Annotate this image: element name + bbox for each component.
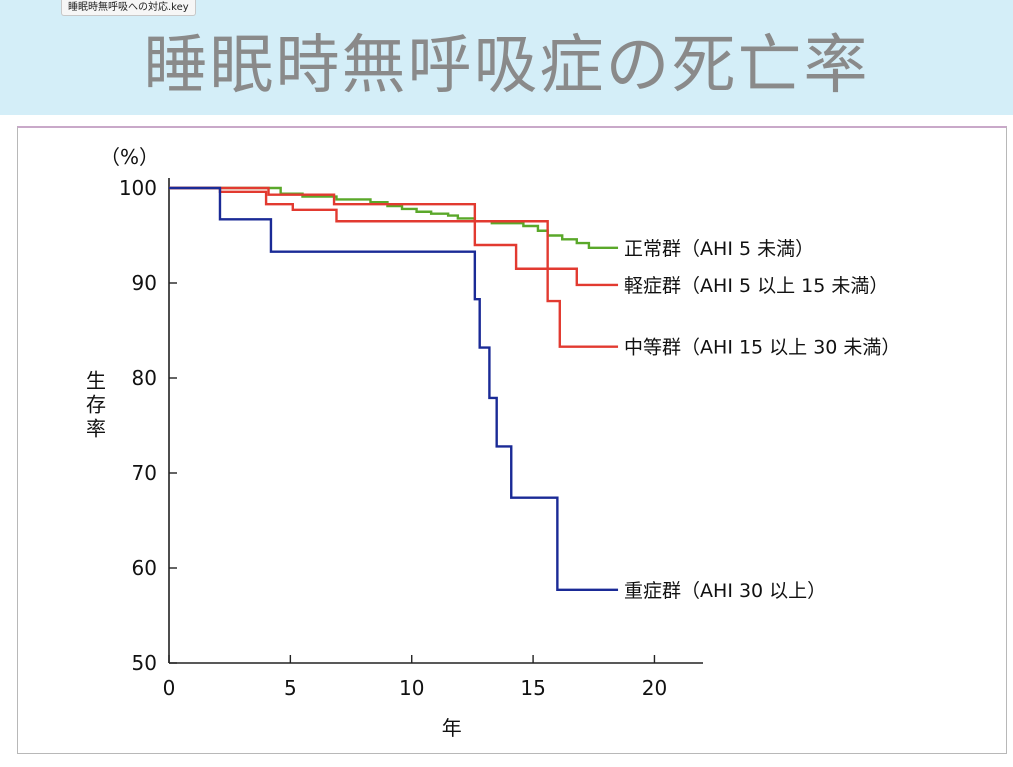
- series-line-4: [169, 186, 619, 592]
- series-label-2: 軽症群（AHI 5 以上 15 未満）: [624, 275, 888, 297]
- series-line-2: [169, 186, 619, 287]
- y-unit-label: （%）: [100, 145, 159, 169]
- x-tick-label: 5: [284, 676, 297, 700]
- y-tick-label: 90: [132, 271, 157, 295]
- survival-chart: 50 60 70 80 90 100 0 5 10 15 20 年 生存率 正常群（AHI 5 未満） 軽…: [86, 145, 900, 740]
- y-tick-label: 60: [132, 556, 157, 580]
- series-label-4: 重症群（AHI 30 以上）: [624, 580, 826, 602]
- chart-frame: 50 60 70 80 90 100 0 5 10 15 20 年 生存率 正常群（AHI 5 未満） 軽…: [17, 126, 1007, 754]
- series-label-3: 中等群（AHI 15 以上 30 未満）: [624, 337, 900, 359]
- title-band: [0, 0, 1013, 115]
- series-label-1: 正常群（AHI 5 未満）: [624, 238, 814, 260]
- window-tab[interactable]: 睡眠時無呼吸への対応.key: [61, 0, 196, 16]
- slide-title: 睡眠時無呼吸症の死亡率: [143, 29, 870, 103]
- axes: 50 60 70 80 90 100 0 5 10 15 20 年 生存率: [86, 176, 703, 740]
- series-lines: [169, 186, 619, 592]
- series-line-3: [169, 186, 619, 348]
- x-axis-label: 年: [442, 716, 462, 740]
- y-axis-label: 生存率: [86, 369, 106, 441]
- y-tick-label: 100: [119, 176, 157, 200]
- x-tick-label: 0: [163, 676, 176, 700]
- x-tick-label: 10: [399, 676, 424, 700]
- x-tick-label: 20: [642, 676, 667, 700]
- y-tick-label: 80: [132, 366, 157, 390]
- series-labels: 正常群（AHI 5 未満） 軽症群（AHI 5 以上 15 未満） 中等群（AHI …: [624, 238, 900, 602]
- y-tick-label: 50: [132, 651, 157, 675]
- x-tick-label: 15: [520, 676, 545, 700]
- y-tick-label: 70: [132, 461, 157, 485]
- series-line-1: [169, 186, 619, 250]
